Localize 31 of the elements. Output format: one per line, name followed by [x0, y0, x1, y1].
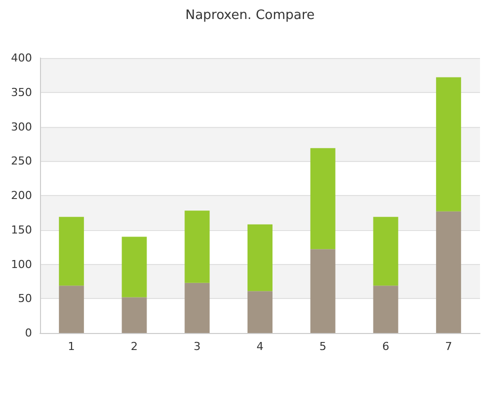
y-tick-label: 300 — [11, 120, 32, 134]
bar — [184, 210, 210, 283]
x-tick-label: 2 — [130, 340, 138, 353]
bar — [184, 282, 210, 333]
bar — [436, 211, 462, 333]
y-tick-label: 50 — [18, 292, 32, 306]
x-tick-label: 1 — [68, 340, 75, 353]
y-tick-label: 100 — [11, 258, 32, 271]
bar — [310, 249, 336, 333]
chart-title: Naproxen. Compare — [185, 8, 315, 23]
y-tick-label: 400 — [11, 52, 32, 64]
x-tick-label: 3 — [194, 340, 201, 353]
bar — [248, 291, 272, 333]
bar — [58, 286, 84, 333]
bar — [248, 224, 272, 292]
bar — [373, 216, 398, 286]
y-tick-label: 250 — [11, 154, 32, 168]
x-tick-label: 7 — [445, 340, 452, 353]
y-tick-label: 0 — [25, 326, 32, 340]
bar — [436, 77, 462, 212]
bar — [122, 236, 147, 298]
bar — [58, 216, 84, 286]
x-tick-label: 4 — [256, 340, 264, 353]
bar — [310, 148, 336, 250]
bar — [122, 297, 147, 333]
bar — [373, 286, 398, 333]
x-tick-label: 6 — [382, 340, 390, 353]
y-tick-label: 350 — [11, 86, 32, 99]
x-tick-label: 5 — [319, 340, 326, 353]
y-tick-label: 200 — [11, 189, 32, 202]
y-tick-label: 150 — [11, 223, 32, 236]
